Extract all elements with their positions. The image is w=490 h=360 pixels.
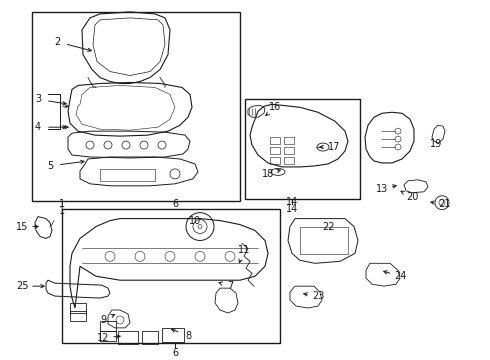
Bar — [32, 12, 240, 201]
Text: 13: 13 — [376, 184, 388, 194]
Bar — [100, 169, 155, 181]
Bar — [162, 328, 184, 342]
Text: 6: 6 — [172, 199, 178, 209]
Text: 10: 10 — [189, 216, 201, 226]
Bar — [284, 147, 294, 154]
Text: 21: 21 — [438, 199, 450, 209]
Text: 23: 23 — [312, 291, 324, 301]
Text: 12: 12 — [97, 333, 109, 343]
Bar — [142, 331, 158, 344]
Text: 17: 17 — [328, 142, 340, 152]
Text: 18: 18 — [262, 169, 274, 179]
Text: 15: 15 — [16, 221, 28, 231]
Text: 1: 1 — [59, 199, 65, 209]
Text: 9: 9 — [100, 315, 106, 325]
Text: 2: 2 — [54, 37, 60, 47]
Bar — [62, 209, 280, 343]
Text: 22: 22 — [322, 221, 334, 231]
Text: 3: 3 — [35, 94, 41, 104]
Bar — [118, 331, 138, 344]
Text: 8: 8 — [185, 331, 191, 341]
Text: 20: 20 — [406, 192, 418, 202]
Bar — [245, 99, 360, 199]
Bar — [300, 226, 348, 255]
Text: 14: 14 — [286, 197, 298, 207]
Text: 14: 14 — [286, 204, 298, 214]
Text: 7: 7 — [227, 281, 233, 291]
Bar — [270, 147, 280, 154]
Text: 24: 24 — [394, 271, 406, 281]
Text: 11: 11 — [238, 246, 250, 255]
Text: 1: 1 — [59, 206, 65, 216]
Text: 19: 19 — [430, 139, 442, 149]
Bar — [270, 137, 280, 144]
Text: 5: 5 — [47, 161, 53, 171]
Text: 6: 6 — [172, 348, 178, 358]
Text: 25: 25 — [16, 281, 28, 291]
Text: 4: 4 — [35, 122, 41, 132]
Bar — [270, 157, 280, 164]
Bar — [284, 137, 294, 144]
Bar — [284, 157, 294, 164]
Text: 16: 16 — [269, 102, 281, 112]
